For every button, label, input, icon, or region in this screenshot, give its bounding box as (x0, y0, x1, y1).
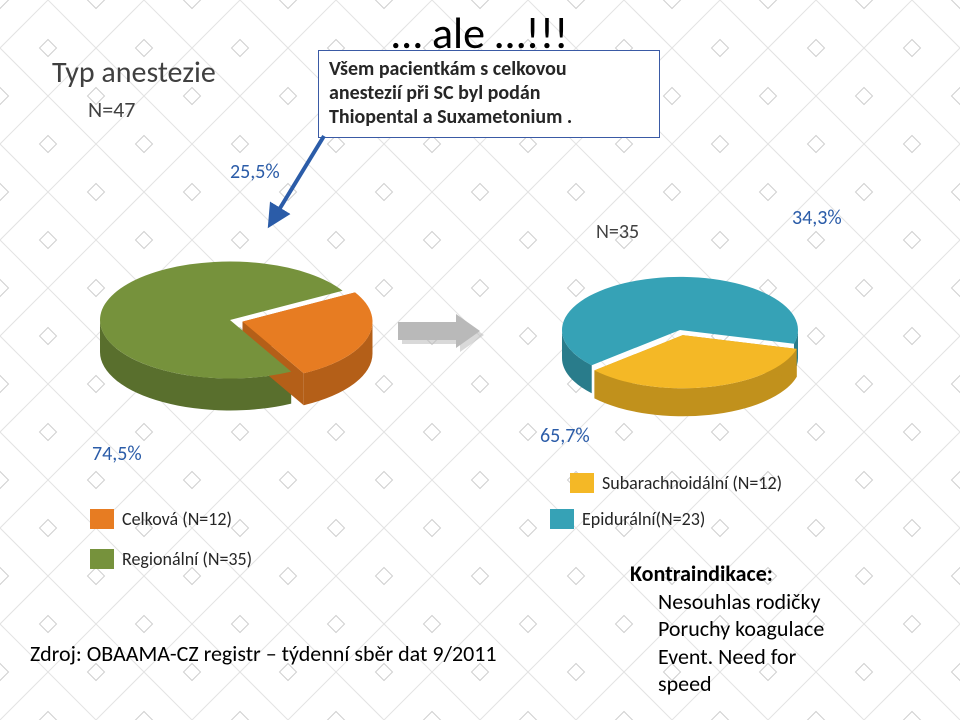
pct-celkova: 25,5% (230, 160, 280, 184)
legend-label: Epidurální(N=23) (582, 508, 705, 530)
pct-sab: 34,3% (792, 206, 842, 230)
left-pie-chart (0, 0, 480, 520)
contra-header: Kontraindikace: (630, 560, 824, 588)
contra-line: Nesouhlas rodičky (658, 588, 824, 616)
pct-regionalni: 74,5% (92, 442, 142, 466)
legend-sab: Subarachnoidální (N=12) (570, 472, 782, 494)
n35-label: N=35 (596, 220, 639, 244)
legend-label: Subarachnoidální (N=12) (602, 472, 782, 494)
contra-line: speed (658, 670, 824, 698)
legend-swatch (550, 509, 574, 529)
legend-epi: Epidurální(N=23) (550, 508, 705, 530)
legend-swatch (90, 549, 114, 569)
legend-regionalni: Regionální (N=35) (90, 548, 252, 570)
slide-content: … ale …!!! Typ anestezie N=47 Všem pacie… (0, 0, 960, 720)
legend-label: Regionální (N=35) (122, 548, 252, 570)
contraindications: Kontraindikace: Nesouhlas rodičky Poruch… (630, 560, 824, 698)
legend-celkova: Celková (N=12) (90, 508, 232, 530)
legend-swatch (570, 473, 594, 493)
source-text: Zdroj: OBAAMA-CZ registr – týdenní sběr … (30, 640, 497, 667)
legend-label: Celková (N=12) (122, 508, 232, 530)
contra-line: Poruchy koagulace (658, 615, 824, 643)
contra-line: Event. Need for (658, 643, 824, 671)
pct-epi: 65,7% (540, 424, 590, 448)
legend-swatch (90, 509, 114, 529)
transition-arrow-icon (398, 312, 488, 358)
